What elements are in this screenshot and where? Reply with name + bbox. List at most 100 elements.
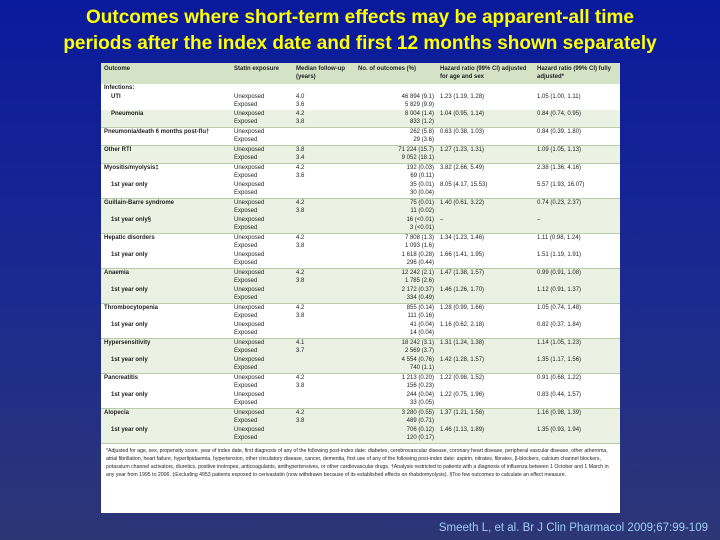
cell-hr-age-sex [437,382,534,391]
cell-statin-exposure: Exposed [234,243,258,249]
cell-follow-up: 4.2 [293,372,355,382]
table-row: Exposed 120 (0.17) [101,434,620,443]
cell-hr-fully-adjusted [534,118,620,127]
cell-no-of-outcomes: 46 894 (9.1) [401,93,434,100]
table-row: 1st year only Unexposed 244 (0.04) 1.22 (0.… [101,391,620,400]
cell-hr-age-sex: 1.16 (0.62, 2.18) [440,321,485,328]
table-row: Infections: [101,84,620,93]
cell-hr-fully-adjusted [534,294,620,303]
cell-follow-up: 3.8 [296,313,305,319]
cell-hr-age-sex [437,364,534,373]
table-row: UTI Unexposed 4.0 46 894 (9.1) 1.23 (1.19, 1… [101,93,620,102]
cell-hr-fully-adjusted: 1.05 (1.00, 1.11) [537,93,581,100]
cell-hr-fully-adjusted: 0.84 (0.74, 0.95) [534,109,620,118]
cell-outcome: Pancreatitis [101,372,231,382]
table-row: Hepatic disorders Unexposed 4.2 7 808 (1.3)… [101,232,620,242]
cell-hr-age-sex [437,259,534,268]
cell-outcome: 1st year only [111,321,148,328]
cell-follow-up [293,329,355,338]
cell-no-of-outcomes: 111 (0.16) [407,313,434,319]
cell-outcome [101,294,231,303]
cell-no-of-outcomes: 5 829 (9.9) [404,102,434,108]
cell-outcome: Pneumonia/death 6 months post-flu† [101,126,231,136]
cell-outcome: 1st year only [111,251,148,258]
table-row: Exposed 30 (0.04) [101,189,620,198]
cell-follow-up [293,84,355,93]
cell-hr-fully-adjusted: 0.82 (0.37, 1.84) [537,321,582,328]
cell-statin-exposure: Unexposed [231,109,293,118]
cell-hr-fully-adjusted: 1.12 (0.91, 1.37) [534,285,620,294]
cell-hr-age-sex: 1.22 (0.98, 1.52) [437,372,534,382]
cell-statin-exposure: Unexposed [231,372,293,382]
cell-no-of-outcomes: 29 (3.6) [413,137,434,143]
cell-statin-exposure: Unexposed [231,162,293,172]
cell-hr-age-sex [437,101,534,110]
cell-outcome: Anaemia [101,267,231,277]
cell-follow-up: 4.2 [293,109,355,118]
cell-follow-up: 3.8 [296,383,305,389]
cell-no-of-outcomes: 69 (0.11) [410,173,434,179]
cell-hr-age-sex [437,84,534,93]
table-row: Exposed 33 (0.05) [101,399,620,408]
slide-title-line-2: periods after the index date and first 1… [63,33,657,54]
cell-hr-age-sex: 1.28 (0.99, 1.66) [437,302,534,312]
cell-statin-exposure: Unexposed [231,232,293,242]
cell-statin-exposure: Unexposed [231,337,293,347]
cell-no-of-outcomes: 244 (0.04) [406,391,434,398]
cell-outcome [101,312,231,321]
cell-outcome: Hepatic disorders [101,232,231,242]
cell-outcome [101,189,231,198]
cell-outcome [101,434,231,443]
cell-statin-exposure: Exposed [234,102,258,108]
cell-statin-exposure: Exposed [234,190,258,196]
cell-outcome [101,382,231,391]
cell-hr-age-sex [437,434,534,443]
cell-hr-age-sex [437,118,534,127]
cell-hr-fully-adjusted [534,277,620,286]
cell-no-of-outcomes: 262 (5.8) [355,126,437,136]
cell-hr-age-sex [437,189,534,198]
cell-hr-age-sex [437,399,534,408]
cell-statin-exposure: Exposed [234,400,258,406]
cell-hr-age-sex: 1.31 (1.24, 1.38) [437,337,534,347]
cell-statin-exposure: Exposed [234,383,258,389]
cell-outcome [101,242,231,251]
cell-statin-exposure: Unexposed [231,407,293,417]
header-hr-fully-adjusted: Hazard ratio (99% CI) fully adjusted* [534,63,620,84]
cell-no-of-outcomes: 334 (0.49) [355,294,437,303]
cell-hr-fully-adjusted: 0.83 (0.44, 1.57) [537,391,582,398]
table-row: Myositis/myolysis‡ Unexposed 4.2 192 (0.03)… [101,162,620,172]
table-row: Exposed 740 (1.1) [101,364,620,373]
cell-statin-exposure: Exposed [231,294,293,303]
table-row: Thrombocytopenia Unexposed 4.2 855 (0.14) 1.… [101,302,620,312]
cell-hr-fully-adjusted: 1.16 (0.98, 1.39) [534,407,620,417]
cell-hr-age-sex [437,294,534,303]
table-row: Exposed 3.7 2 569 (3.7) [101,347,620,356]
cell-follow-up [293,189,355,198]
cell-outcome [101,172,231,181]
cell-statin-exposure: Exposed [231,347,293,356]
citation: Smeeth L, et al. Br J Clin Pharmacol 200… [438,522,708,534]
cell-hr-fully-adjusted [534,84,620,93]
outcomes-table: Outcome Statin exposure Median follow-up… [101,63,620,443]
cell-statin-exposure: Unexposed [234,251,265,258]
cell-hr-fully-adjusted: 1.51 (1.19, 1.91) [537,251,582,258]
cell-statin-exposure: Exposed [231,434,293,443]
slide-title: Outcomes where short-term effects may be… [0,5,720,57]
cell-outcome [101,224,231,233]
cell-statin-exposure: Exposed [234,137,258,143]
cell-hr-fully-adjusted: 1.14 (1.05, 1.23) [534,337,620,347]
cell-outcome: UTI [111,93,121,100]
table-row: Exposed 3.8 1 093 (1.6) [101,242,620,251]
cell-no-of-outcomes: 833 (1.2) [355,118,437,127]
cell-hr-fully-adjusted: 1.05 (0.74, 1.48) [534,302,620,312]
table-row: 1st year only Unexposed 4 554 (0.76) 1.42 (… [101,355,620,364]
cell-outcome: Infections: [104,85,135,91]
cell-no-of-outcomes: 35 (0.01) [409,181,434,188]
cell-statin-exposure [231,84,293,93]
cell-follow-up: 3.8 [293,277,355,286]
cell-hr-fully-adjusted [534,172,620,181]
table-row: Alopecia Unexposed 4.2 3 280 (0.55) 1.37 (1.… [101,407,620,417]
cell-follow-up: 3.7 [293,347,355,356]
cell-hr-fully-adjusted: 1.35 (0.93, 1.94) [534,425,620,434]
